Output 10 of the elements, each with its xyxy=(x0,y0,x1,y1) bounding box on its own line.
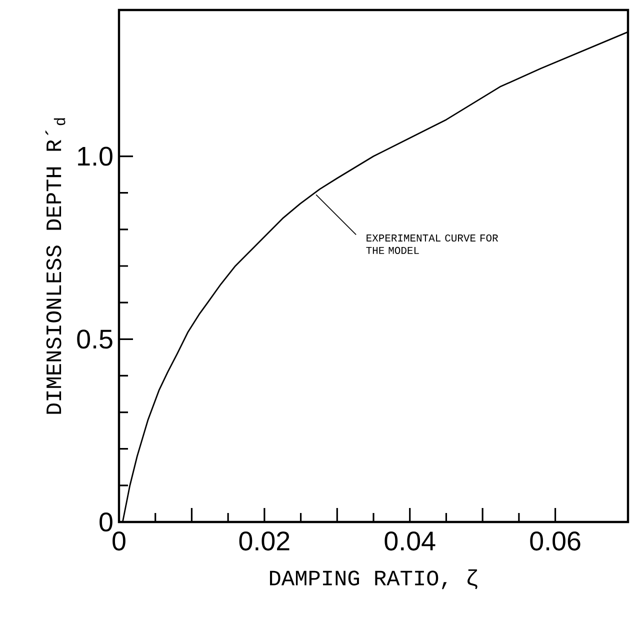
x-axis-title: DAMPING RATIO, ζ xyxy=(270,569,478,590)
x-tick-label: 0.04 xyxy=(384,532,436,551)
y-tick-label: 1.0 xyxy=(78,146,112,166)
y-axis-title: DIMENSIONLESS DEPTH R´$_{d}$ xyxy=(45,118,66,414)
x-tick-label: 0.06 xyxy=(530,532,580,551)
annotation: EXPERIMENTAL CURVE FOR THE MODEL xyxy=(366,234,498,254)
x-tick-label: 0.02 xyxy=(239,532,290,551)
y-tick-label: 0.5 xyxy=(77,330,112,349)
x-tick-label: 0 xyxy=(112,532,126,551)
y-tick-label: 0 xyxy=(100,512,112,532)
